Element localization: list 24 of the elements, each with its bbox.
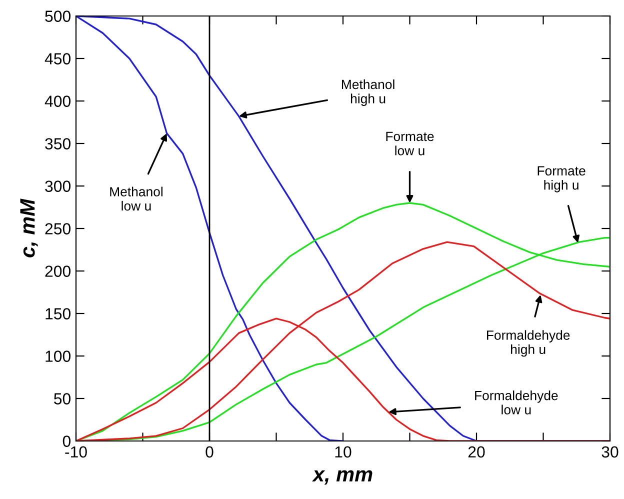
- x-axis-title: x, mm: [312, 470, 372, 485]
- x-tick-label: 10: [335, 446, 352, 458]
- y-tick-label: 300: [45, 180, 71, 192]
- x-tick-label: 0: [206, 446, 214, 458]
- y-tick-label: 400: [44, 96, 71, 107]
- annotation: Formaldehyde low u: [475, 390, 558, 414]
- x-tick-label: 30: [602, 446, 618, 458]
- x-tick-label: 20: [468, 446, 485, 458]
- y-tick-label: 200: [45, 266, 71, 277]
- annotation: Formate low u: [386, 132, 434, 156]
- annotation: Formaldehyde high u: [486, 330, 570, 357]
- y-tick-label: 50: [54, 393, 71, 404]
- y-tick-label: 500: [45, 10, 71, 22]
- annotation: Methanol high u: [342, 79, 394, 106]
- y-axis-title: c, mM: [20, 198, 38, 258]
- y-tick-label: 350: [45, 138, 71, 150]
- annotation: Formate high u: [538, 166, 586, 192]
- y-tick-label: 0: [62, 436, 71, 447]
- y-tick-label: 150: [46, 308, 71, 320]
- x-tick-label: -10: [65, 446, 87, 458]
- y-tick-label: 250: [45, 223, 71, 234]
- y-tick-label: 450: [44, 53, 71, 64]
- y-tick-label: 100: [46, 350, 71, 362]
- annotation: Methanol low u: [110, 186, 162, 211]
